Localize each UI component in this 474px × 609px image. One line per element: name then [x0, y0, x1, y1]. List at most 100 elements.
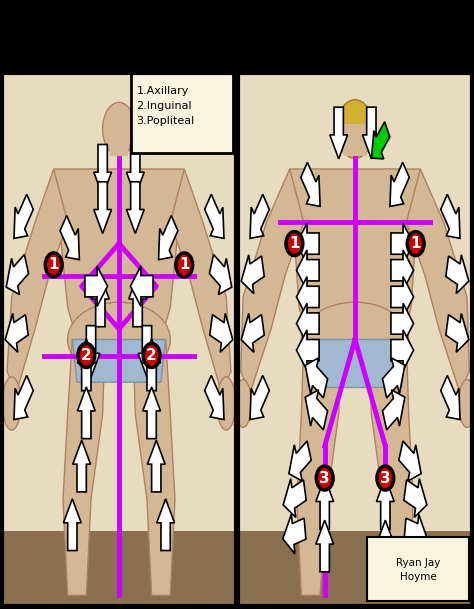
Polygon shape — [376, 520, 394, 572]
Polygon shape — [143, 387, 161, 438]
Polygon shape — [301, 163, 320, 206]
Polygon shape — [297, 224, 319, 264]
Ellipse shape — [46, 253, 62, 277]
Text: Lymphatic Drainage Directions: Lymphatic Drainage Directions — [0, 19, 474, 54]
Polygon shape — [316, 477, 334, 529]
Ellipse shape — [176, 253, 192, 277]
Text: 1: 1 — [48, 258, 59, 272]
Text: 1: 1 — [410, 236, 421, 251]
Polygon shape — [399, 441, 421, 481]
FancyBboxPatch shape — [367, 537, 469, 600]
Ellipse shape — [235, 379, 251, 428]
Ellipse shape — [301, 302, 409, 377]
Bar — [343, 124, 367, 156]
Polygon shape — [383, 390, 405, 430]
Ellipse shape — [337, 100, 374, 158]
Bar — [238, 531, 472, 606]
Polygon shape — [391, 303, 413, 343]
Text: 3: 3 — [319, 471, 330, 485]
Polygon shape — [241, 255, 264, 294]
Polygon shape — [369, 340, 413, 596]
Ellipse shape — [377, 466, 394, 490]
Polygon shape — [94, 181, 111, 233]
Polygon shape — [63, 340, 105, 596]
Polygon shape — [205, 376, 224, 420]
Polygon shape — [241, 169, 304, 393]
Polygon shape — [127, 181, 144, 233]
Polygon shape — [14, 194, 33, 238]
Text: 2: 2 — [81, 348, 91, 363]
Polygon shape — [157, 499, 174, 551]
Polygon shape — [94, 144, 111, 196]
Polygon shape — [283, 514, 306, 554]
Polygon shape — [127, 144, 144, 196]
Polygon shape — [446, 314, 469, 352]
Ellipse shape — [2, 377, 21, 430]
Polygon shape — [159, 216, 178, 259]
Polygon shape — [73, 440, 91, 492]
Polygon shape — [297, 340, 341, 596]
Polygon shape — [297, 250, 319, 290]
Ellipse shape — [68, 302, 170, 377]
Bar — [2, 531, 236, 606]
Polygon shape — [391, 276, 413, 317]
Polygon shape — [305, 358, 328, 398]
Polygon shape — [376, 477, 394, 529]
Ellipse shape — [459, 379, 474, 428]
Polygon shape — [391, 224, 413, 264]
Polygon shape — [91, 275, 109, 326]
Polygon shape — [304, 340, 406, 387]
Ellipse shape — [78, 343, 95, 367]
Polygon shape — [316, 520, 334, 572]
Polygon shape — [64, 499, 81, 551]
Bar — [2, 73, 236, 542]
Polygon shape — [143, 339, 161, 391]
Ellipse shape — [407, 231, 424, 256]
Ellipse shape — [316, 466, 333, 490]
Ellipse shape — [143, 343, 160, 367]
Polygon shape — [73, 340, 165, 382]
Polygon shape — [130, 266, 153, 306]
Polygon shape — [406, 169, 469, 393]
Polygon shape — [297, 330, 319, 370]
Text: 1.Axillary
2.Inguinal
3.Popliteal: 1.Axillary 2.Inguinal 3.Popliteal — [137, 86, 195, 126]
Polygon shape — [391, 330, 413, 370]
Polygon shape — [404, 514, 427, 554]
Polygon shape — [372, 122, 390, 159]
FancyBboxPatch shape — [131, 73, 233, 153]
Polygon shape — [77, 387, 95, 438]
Polygon shape — [390, 163, 409, 206]
Polygon shape — [297, 276, 319, 317]
Polygon shape — [77, 339, 95, 391]
Polygon shape — [289, 441, 311, 481]
Polygon shape — [446, 255, 469, 294]
Polygon shape — [391, 250, 413, 290]
Polygon shape — [5, 314, 28, 352]
Polygon shape — [241, 314, 264, 352]
Polygon shape — [6, 255, 28, 295]
Polygon shape — [14, 376, 33, 420]
Polygon shape — [210, 314, 233, 352]
Polygon shape — [330, 107, 347, 159]
Polygon shape — [305, 390, 328, 430]
Polygon shape — [297, 303, 319, 343]
Polygon shape — [441, 194, 460, 238]
Polygon shape — [290, 169, 420, 340]
Bar — [238, 73, 472, 542]
Text: 1: 1 — [179, 258, 190, 272]
Polygon shape — [250, 194, 269, 238]
Ellipse shape — [217, 377, 236, 430]
Ellipse shape — [103, 102, 135, 156]
Polygon shape — [54, 169, 184, 340]
Text: Ryan Jay
Hoyme: Ryan Jay Hoyme — [396, 558, 440, 582]
Polygon shape — [170, 169, 231, 393]
Polygon shape — [7, 169, 68, 393]
Polygon shape — [250, 376, 269, 420]
Bar — [109, 124, 128, 156]
Polygon shape — [210, 255, 232, 295]
Polygon shape — [60, 216, 79, 259]
Text: 2: 2 — [146, 348, 157, 363]
Polygon shape — [82, 326, 100, 378]
Ellipse shape — [286, 231, 303, 256]
Polygon shape — [404, 479, 427, 518]
